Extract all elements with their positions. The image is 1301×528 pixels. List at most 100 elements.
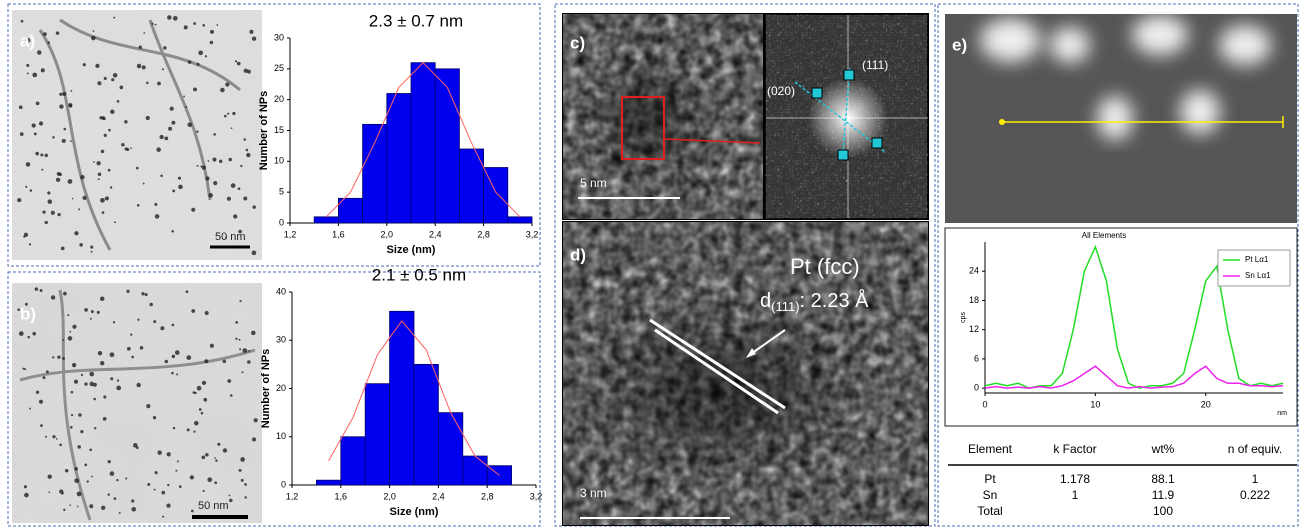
- nanoparticle: [59, 104, 64, 109]
- nanoparticle: [45, 370, 49, 374]
- nanoparticle: [228, 494, 231, 497]
- nanoparticle: [198, 408, 202, 411]
- table-cell: 0.222: [1240, 488, 1270, 502]
- nanoparticle: [68, 102, 73, 108]
- nanoparticle: [229, 498, 233, 503]
- d-index: (111): [771, 299, 799, 314]
- y-tick-label: 12: [969, 324, 979, 334]
- haadf-image-e: [944, 14, 1298, 427]
- x-tick-label: 1,2: [284, 229, 297, 239]
- y-tick-label: 15: [274, 125, 284, 135]
- x-axis-label: Size (nm): [390, 506, 439, 518]
- nanoparticle: [67, 314, 70, 317]
- nanoparticle: [61, 491, 64, 495]
- nanoparticle: [43, 32, 47, 36]
- nanoparticle: [176, 460, 179, 463]
- nanoparticle: [246, 152, 251, 158]
- bar: [364, 383, 391, 486]
- nanoparticle: [226, 196, 232, 201]
- nanoparticle: [29, 407, 31, 410]
- nanoparticle: [42, 376, 46, 380]
- nanoparticle: [209, 40, 214, 45]
- nanoparticle: [32, 331, 36, 336]
- y-tick-label: 30: [276, 335, 286, 345]
- nanoparticle: [240, 457, 245, 462]
- nanoparticle: [70, 89, 73, 92]
- nanoparticle: [32, 72, 38, 78]
- nanoparticle: [207, 477, 213, 483]
- nanoparticle: [147, 482, 151, 486]
- nanoparticle: [145, 115, 150, 121]
- nanoparticle: [28, 243, 32, 246]
- lattice-spacing: d(111): 2.23 Å: [760, 289, 869, 314]
- table-header: n of equiv.: [1228, 442, 1282, 456]
- nanoparticle: [239, 300, 242, 303]
- nanoparticle: [80, 429, 84, 434]
- bar: [315, 479, 342, 486]
- nanoparticle: [251, 330, 256, 336]
- y-tick-label: 40: [276, 286, 286, 296]
- tem-image-b: [12, 283, 262, 523]
- nanoparticle: [23, 485, 28, 489]
- nanoparticle: [137, 318, 140, 321]
- nanoparticle: [116, 379, 120, 382]
- nanoparticle: [71, 197, 74, 200]
- nanoparticle: [244, 496, 247, 499]
- nanoparticle: [22, 367, 25, 370]
- nanoparticle: [201, 455, 206, 460]
- nanoparticle: [160, 326, 165, 331]
- nanoparticle: [249, 29, 254, 34]
- y-tick-label: 0: [279, 217, 284, 227]
- nanoparticle: [57, 355, 61, 359]
- nanoparticle: [171, 120, 176, 125]
- legend-label: Sn Lα1: [1245, 271, 1271, 280]
- nanoparticle: [91, 475, 93, 478]
- nanoparticle: [47, 474, 52, 479]
- nanoparticle: [67, 336, 73, 341]
- nanoparticle: [97, 350, 103, 356]
- nanoparticle: [74, 379, 79, 384]
- nanoparticle: [154, 214, 160, 219]
- nanoparticle: [126, 346, 131, 351]
- nanoparticle: [131, 355, 135, 359]
- nanoparticle: [76, 505, 79, 508]
- nanoparticle: [96, 161, 101, 166]
- x-tick-label: 3,2: [530, 491, 543, 501]
- nanoparticle: [90, 245, 94, 249]
- nanoparticle: [214, 481, 218, 485]
- nanoparticle: [234, 60, 238, 63]
- x-tick-label: 1,6: [332, 229, 345, 239]
- nanoparticle: [204, 359, 209, 364]
- nanoparticle: [243, 68, 248, 73]
- nanoparticle: [191, 207, 196, 212]
- legend-label: Pt Lα1: [1245, 255, 1269, 264]
- table-cell: 1.178: [1060, 472, 1090, 486]
- nanoparticle: [114, 221, 116, 224]
- nanoparticle: [133, 443, 138, 448]
- nanoparticle: [153, 488, 156, 491]
- nanoparticle: [64, 468, 69, 473]
- table: Element k Factor wt% n of equiv. Pt 1.178 88.1…: [948, 442, 1297, 518]
- nanoparticle: [213, 133, 216, 136]
- nanoparticle: [189, 475, 195, 480]
- nanoparticle: [55, 438, 58, 440]
- nanoparticle: [227, 379, 232, 383]
- y-tick-label: 20: [274, 94, 284, 104]
- nanoparticle: [222, 448, 228, 453]
- nanoparticle: [77, 445, 81, 449]
- panel-label: c): [570, 33, 585, 52]
- nanoparticle: [70, 413, 74, 417]
- nanoparticle: [40, 424, 43, 427]
- panel-label: b): [20, 304, 36, 323]
- nanoparticle: [60, 246, 65, 251]
- nanoparticle: [111, 78, 115, 82]
- nanoparticle: [143, 32, 146, 34]
- y-tick-label: 10: [276, 431, 286, 441]
- nanoparticle: [187, 122, 193, 128]
- x-tick-label: 2,4: [429, 229, 442, 239]
- nanoparticle: [102, 416, 107, 421]
- nanoparticle: [104, 196, 109, 201]
- nanoparticle: [131, 506, 137, 512]
- x-tick-label: 2,0: [381, 229, 394, 239]
- d-symbol: d: [760, 290, 771, 312]
